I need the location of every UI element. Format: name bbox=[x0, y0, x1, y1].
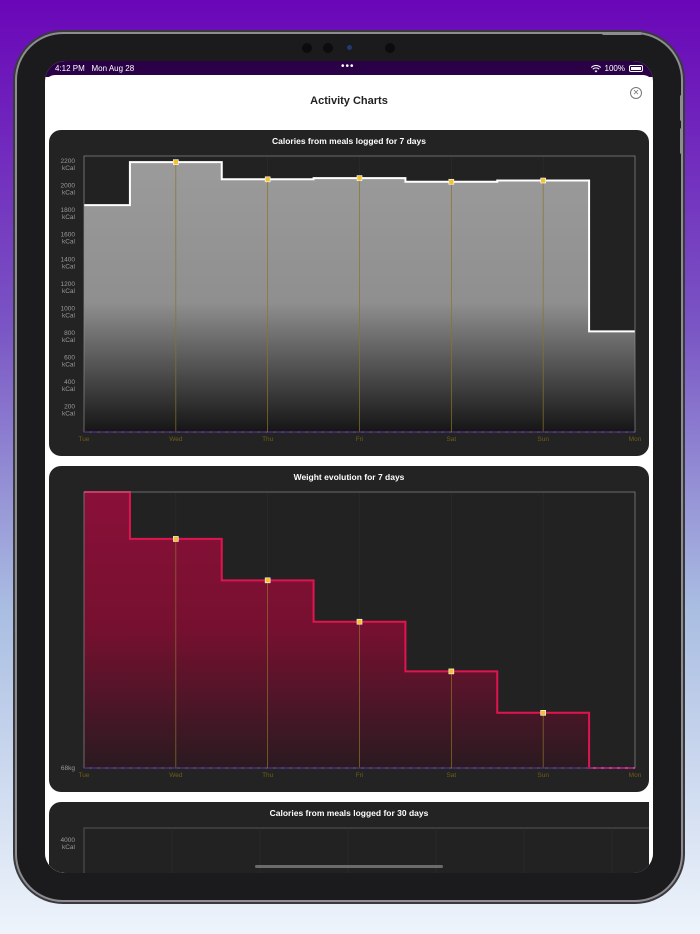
battery-percent: 100% bbox=[604, 64, 625, 73]
y-tick-label: 200 bbox=[64, 403, 75, 410]
x-tick-label: Thu bbox=[262, 772, 274, 779]
close-icon[interactable]: ✕ bbox=[630, 87, 642, 99]
status-time: 4:12 PM Mon Aug 28 bbox=[55, 64, 135, 73]
y-tick-unit: kCal bbox=[62, 337, 76, 344]
y-tick-label: 1200 bbox=[61, 281, 76, 288]
volume-down-button bbox=[680, 128, 683, 154]
y-tick-label: 2200 bbox=[61, 158, 76, 165]
y-tick-unit: kCal bbox=[62, 288, 76, 295]
chart-title: Weight evolution for 7 days bbox=[293, 472, 405, 482]
x-tick-label: Tue bbox=[79, 436, 90, 443]
data-point bbox=[173, 536, 179, 542]
camera-lens bbox=[347, 45, 352, 50]
activity-sheet: Activity Charts ✕ Calories from meals lo… bbox=[45, 75, 653, 873]
multitasking-dots[interactable]: ••• bbox=[341, 61, 355, 72]
y-tick-label: 1000 bbox=[61, 305, 76, 312]
volume-up-button bbox=[680, 95, 683, 121]
y-tick-label: 400 bbox=[64, 379, 75, 386]
chart-title: Calories from meals logged for 7 days bbox=[272, 136, 426, 146]
camera-sensor bbox=[302, 43, 312, 53]
top-button bbox=[602, 32, 642, 35]
data-point bbox=[540, 710, 546, 716]
x-tick-label: Tue bbox=[79, 772, 90, 779]
x-tick-label: Sun bbox=[537, 436, 549, 443]
y-tick-unit: kCal bbox=[62, 844, 76, 851]
x-tick-label: Wed bbox=[169, 436, 183, 443]
wifi-icon bbox=[590, 64, 601, 72]
x-tick-label: Fri bbox=[356, 436, 364, 443]
weight-7d-chart-card: Weight evolution for 7 days Tue Wed Thu Fri… bbox=[49, 466, 649, 792]
data-point bbox=[356, 618, 363, 625]
screen: 4:12 PM Mon Aug 28 ••• 100% Activity Cha… bbox=[45, 61, 653, 873]
x-tick-label: Sun bbox=[537, 772, 549, 779]
x-tick-label: Sat bbox=[446, 772, 456, 779]
x-tick-label: Wed bbox=[169, 772, 183, 779]
status-right: 100% bbox=[590, 64, 643, 73]
page-title: Activity Charts bbox=[310, 95, 388, 107]
y-tick-label: 1400 bbox=[61, 256, 76, 263]
calories-7d-chart: Tue Wed Thu Fri Sat Sun Mon2200kCal2000kCal180… bbox=[61, 155, 642, 443]
status-bar: 4:12 PM Mon Aug 28 ••• 100% bbox=[45, 61, 653, 77]
x-tick-label: Fri bbox=[356, 772, 364, 779]
chart-title: Calories from meals logged for 30 days bbox=[269, 808, 429, 818]
y-tick-label: 68kg bbox=[61, 765, 75, 772]
camera-sensor bbox=[323, 43, 333, 53]
y-tick-label: 2000 bbox=[61, 183, 76, 190]
y-tick-unit: kCal bbox=[62, 214, 76, 221]
data-point bbox=[264, 176, 271, 183]
y-tick-unit: kCal bbox=[62, 386, 76, 393]
x-tick-label: Mon bbox=[629, 772, 642, 779]
data-point bbox=[356, 175, 363, 181]
x-tick-label: Mon bbox=[629, 436, 642, 443]
weight-7d-chart: Tue Wed Thu Fri Sat Sun Mon 68kg bbox=[61, 491, 642, 779]
x-tick-label: Sat bbox=[446, 436, 456, 443]
data-point bbox=[264, 577, 271, 584]
y-tick-unit: kCal bbox=[62, 165, 76, 172]
x-tick-label: Thu bbox=[262, 436, 274, 443]
y-tick-unit: kCal bbox=[62, 312, 76, 319]
y-tick-label: 1800 bbox=[61, 207, 76, 214]
data-point bbox=[540, 177, 546, 184]
data-point bbox=[448, 178, 455, 185]
y-tick-unit: kCal bbox=[62, 410, 76, 417]
data-point bbox=[448, 668, 455, 675]
calories-7d-chart-card: Calories from meals logged for 7 days Tu… bbox=[49, 130, 649, 456]
home-indicator[interactable] bbox=[255, 865, 443, 868]
y-tick-unit: kCal bbox=[62, 190, 76, 197]
data-point bbox=[173, 159, 179, 165]
y-tick-unit: kCal bbox=[62, 263, 76, 270]
y-tick-label: 600 bbox=[64, 354, 75, 361]
y-tick-unit: kCal bbox=[62, 361, 76, 368]
y-tick-label: 4000 bbox=[61, 837, 76, 844]
calories-30d-chart-card: Calories from meals logged for 30 days 4… bbox=[49, 802, 649, 873]
y-tick-unit: kCal bbox=[62, 239, 76, 246]
y-tick-label: 1600 bbox=[61, 232, 76, 239]
camera-sensor bbox=[385, 43, 395, 53]
battery-icon bbox=[629, 65, 643, 72]
y-tick-label: 800 bbox=[64, 330, 75, 337]
